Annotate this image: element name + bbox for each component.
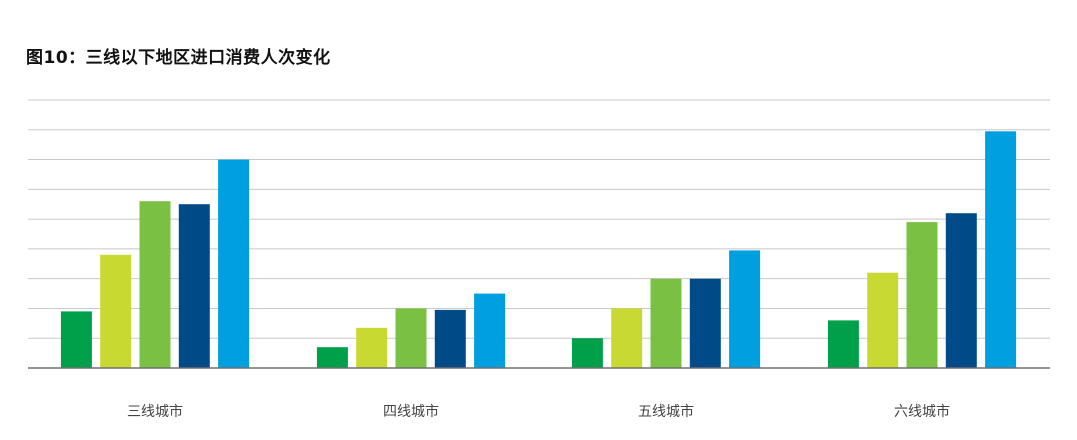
bar-2-series-2: [356, 327, 388, 368]
bar-2-series-5: [474, 293, 506, 368]
bar-3-series-2: [611, 308, 643, 368]
x-tick-label: 五线城市: [638, 403, 694, 420]
x-tick-label: 六线城市: [894, 403, 950, 420]
bar-1-series-5: [218, 159, 250, 368]
bar-4-series-1: [827, 320, 859, 368]
bar-4-series-2: [867, 272, 899, 368]
bar-2-series-1: [316, 347, 348, 368]
bars: [60, 131, 1017, 368]
bar-2-series-3: [395, 308, 427, 368]
bar-4-series-5: [985, 131, 1017, 368]
bar-1-series-4: [178, 204, 210, 368]
x-axis-labels: 三线城市 四线城市 五线城市 六线城市: [127, 403, 950, 420]
bar-2-series-4: [434, 309, 466, 368]
x-tick-label: 三线城市: [127, 403, 183, 420]
bar-3-series-4: [689, 278, 721, 368]
bar-1-series-1: [60, 311, 92, 368]
x-tick-label: 四线城市: [383, 403, 439, 420]
chart-title: 图10：三线以下地区进口消费人次变化: [26, 48, 331, 68]
bar-4-series-3: [906, 222, 938, 368]
bar-3-series-3: [650, 278, 682, 368]
bar-3-series-5: [729, 250, 761, 368]
bar-4-series-4: [945, 213, 977, 368]
bar-1-series-2: [100, 254, 132, 368]
bar-1-series-3: [139, 201, 171, 368]
bar-3-series-1: [571, 338, 603, 368]
